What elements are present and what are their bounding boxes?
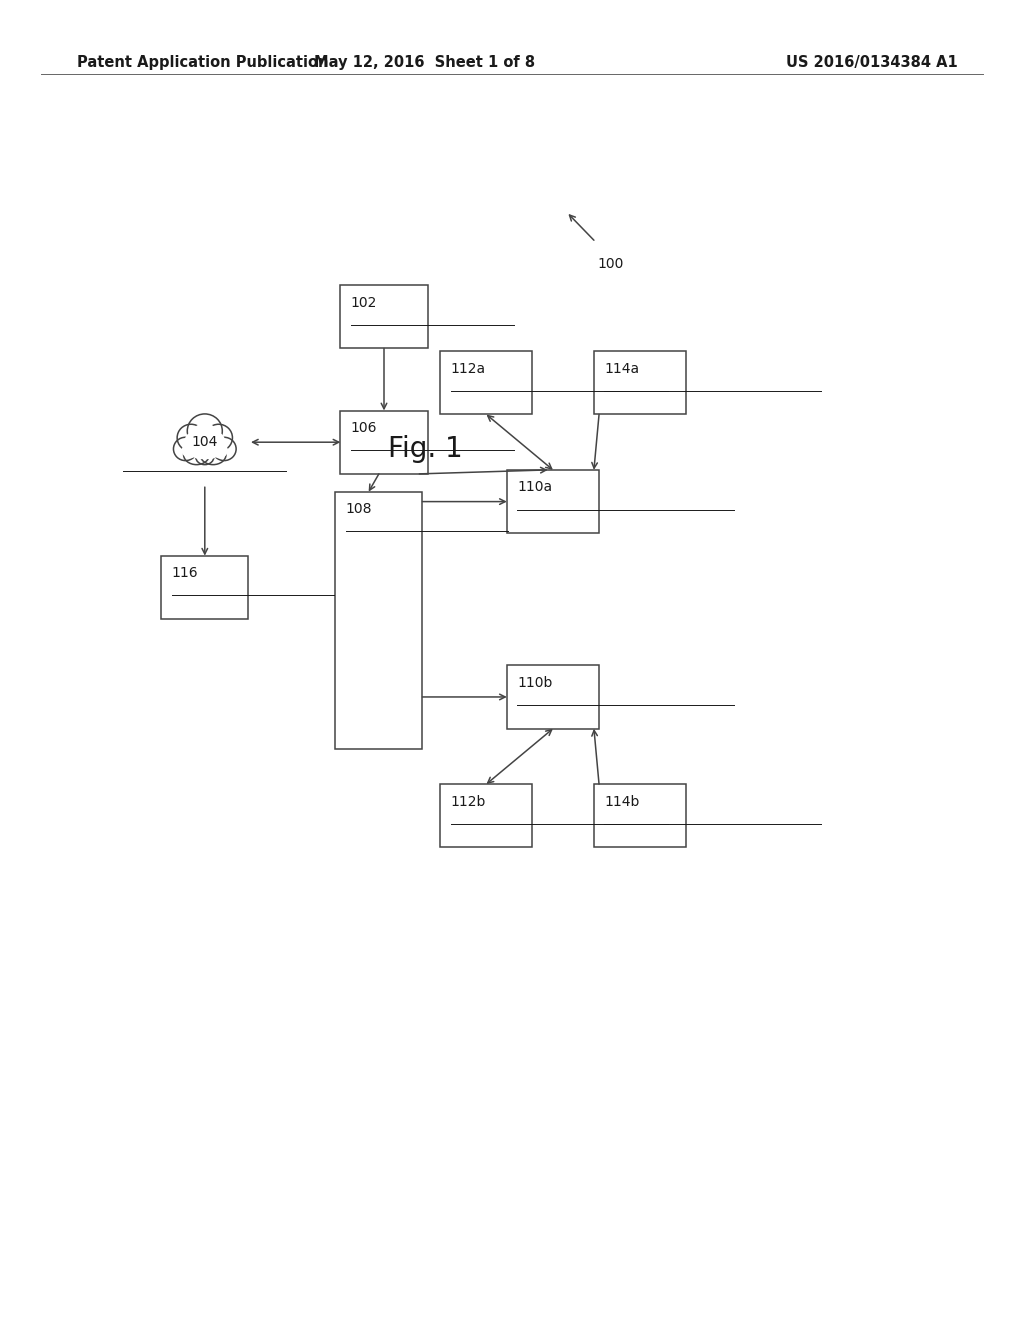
Bar xyxy=(340,411,428,474)
Ellipse shape xyxy=(191,422,218,447)
Ellipse shape xyxy=(205,432,225,451)
Text: 106: 106 xyxy=(350,421,377,436)
Ellipse shape xyxy=(177,424,205,451)
Ellipse shape xyxy=(201,445,226,465)
Ellipse shape xyxy=(182,442,199,458)
Ellipse shape xyxy=(196,449,214,465)
Ellipse shape xyxy=(184,432,205,451)
Text: 112b: 112b xyxy=(451,795,486,809)
Bar xyxy=(507,665,599,729)
Bar xyxy=(336,492,423,750)
Text: Patent Application Publication: Patent Application Publication xyxy=(77,54,329,70)
Bar xyxy=(162,556,248,619)
Text: 102: 102 xyxy=(350,296,377,310)
Bar xyxy=(440,351,532,414)
Text: May 12, 2016  Sheet 1 of 8: May 12, 2016 Sheet 1 of 8 xyxy=(314,54,536,70)
Text: 112a: 112a xyxy=(451,362,485,376)
Bar xyxy=(594,784,686,847)
Bar xyxy=(507,470,599,533)
Text: 104: 104 xyxy=(191,436,218,449)
Text: 114a: 114a xyxy=(604,362,639,376)
Ellipse shape xyxy=(201,445,219,459)
Text: 100: 100 xyxy=(597,257,624,272)
Ellipse shape xyxy=(187,414,222,447)
Text: Fig. 1: Fig. 1 xyxy=(388,434,462,463)
Bar xyxy=(340,285,428,348)
Ellipse shape xyxy=(211,442,227,458)
Ellipse shape xyxy=(190,445,210,459)
Text: 116: 116 xyxy=(172,566,199,581)
Text: 114b: 114b xyxy=(604,795,640,809)
Text: US 2016/0134384 A1: US 2016/0134384 A1 xyxy=(785,54,957,70)
Bar xyxy=(594,351,686,414)
Text: 108: 108 xyxy=(346,502,372,516)
Ellipse shape xyxy=(173,437,198,461)
Text: 110b: 110b xyxy=(517,676,553,690)
Ellipse shape xyxy=(205,424,232,451)
Bar xyxy=(440,784,532,847)
Text: 110a: 110a xyxy=(517,480,552,495)
Ellipse shape xyxy=(212,437,237,461)
Ellipse shape xyxy=(183,445,210,465)
